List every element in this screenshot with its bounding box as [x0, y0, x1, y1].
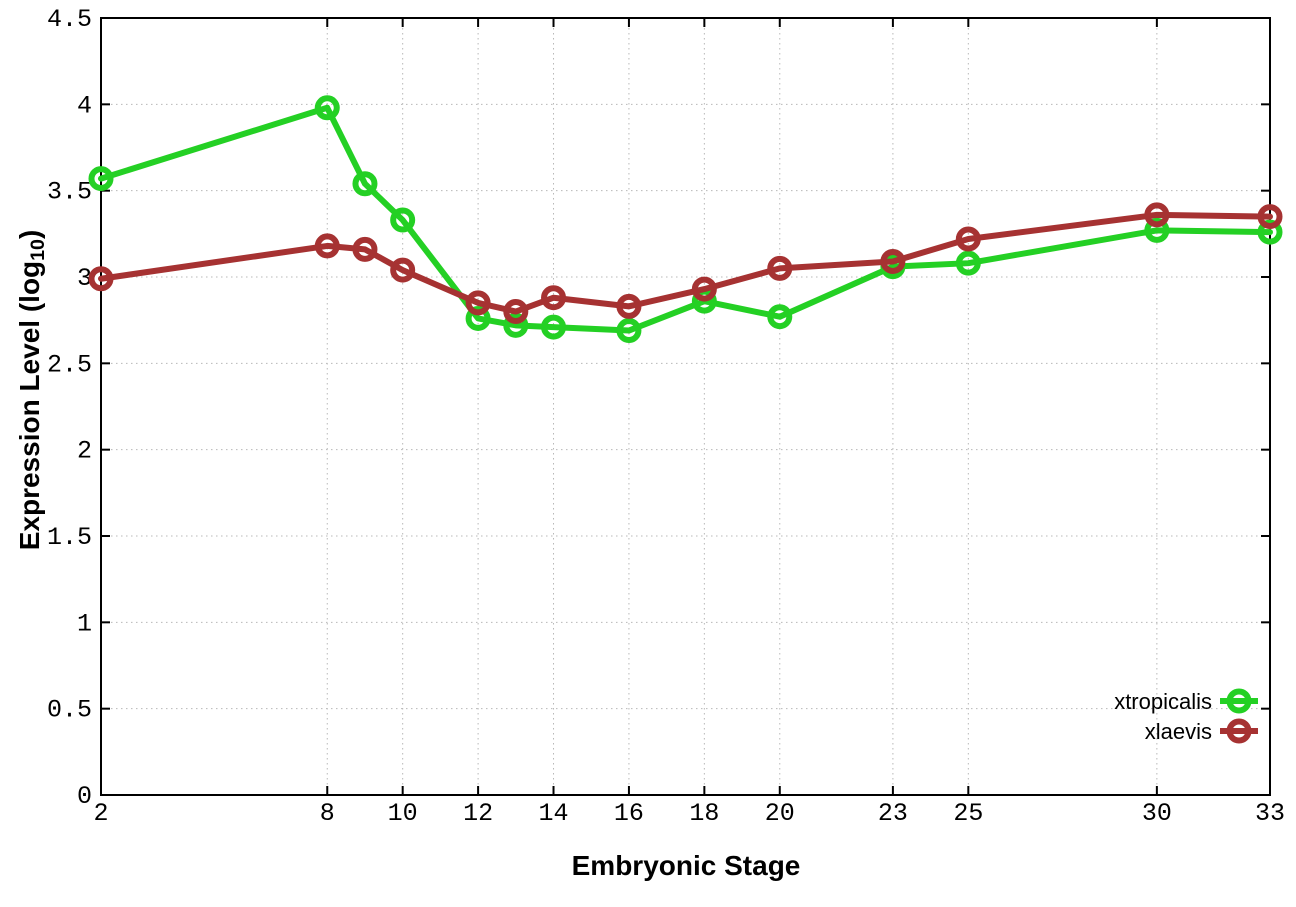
data-point-xlaevis [1144, 202, 1170, 228]
tick-marks [100, 17, 1271, 796]
plot-border [100, 17, 1271, 796]
data-point-xtropicalis [616, 318, 642, 344]
y-tick-label: 0.5 [47, 696, 92, 725]
y-tick-label: 2 [77, 437, 92, 466]
x-tick-label: 2 [93, 799, 108, 828]
data-point-xlaevis [390, 257, 416, 283]
y-tick-label: 3.5 [47, 178, 92, 207]
y-axis-title-text: Expression Level (log [14, 260, 45, 551]
data-point-xlaevis [880, 248, 906, 274]
x-tick-label: 23 [878, 799, 908, 828]
data-point-xlaevis [352, 236, 378, 262]
data-point-xtropicalis [390, 207, 416, 233]
data-point-xtropicalis [352, 171, 378, 197]
x-tick-label: 16 [614, 799, 644, 828]
legend-item-xtropicalis: xtropicalis [1114, 688, 1258, 714]
x-tick-label: 33 [1255, 799, 1285, 828]
data-point-xlaevis [616, 293, 642, 319]
data-point-xtropicalis [767, 304, 793, 330]
data-point-xlaevis [503, 299, 529, 325]
data-point-xtropicalis [955, 250, 981, 276]
y-tick-label: 4 [77, 91, 92, 120]
data-point-xtropicalis [88, 166, 114, 192]
data-point-xlaevis [88, 266, 114, 292]
data-point-xlaevis [314, 233, 340, 259]
legend-item-xlaevis: xlaevis [1145, 718, 1258, 744]
data-point-xtropicalis [1257, 219, 1283, 245]
x-tick-label: 18 [689, 799, 719, 828]
series-line-xlaevis [98, 211, 1273, 315]
data-point-xlaevis [767, 255, 793, 281]
data-point-xlaevis [1257, 204, 1283, 230]
x-tick-labels: 2 8 10 12 14 16 18 20 23 25 30 33 [93, 799, 1285, 828]
y-axis-title-close: ) [14, 229, 45, 240]
data-point-xtropicalis [541, 314, 567, 340]
data-point-xtropicalis [1144, 217, 1170, 243]
series-xlaevis [88, 202, 1283, 325]
x-tick-label: 20 [765, 799, 795, 828]
x-tick-label: 14 [539, 799, 569, 828]
legend-marker-sample [1226, 688, 1252, 714]
x-tick-label: 12 [463, 799, 493, 828]
x-tick-label: 10 [388, 799, 418, 828]
y-tick-label: 4.5 [47, 5, 92, 34]
y-tick-label: 1.5 [47, 523, 92, 552]
data-point-xlaevis [955, 226, 981, 252]
data-point-xtropicalis [314, 95, 340, 121]
gridlines [100, 17, 1271, 796]
data-point-xlaevis [465, 290, 491, 316]
x-axis-title: Embryonic Stage [571, 850, 801, 881]
legend-label-xtropicalis: xtropicalis [1114, 689, 1212, 714]
y-tick-label: 0 [77, 782, 92, 811]
data-point-xtropicalis [465, 305, 491, 331]
x-tick-label: 25 [953, 799, 983, 828]
y-axis-title: Expression Level (log10) [14, 229, 49, 551]
y-tick-label: 3 [77, 264, 92, 293]
y-tick-labels: 0 0.5 1 1.5 2 2.5 3 3.5 4 4.5 [47, 5, 92, 811]
y-tick-label: 2.5 [47, 350, 92, 379]
data-point-xlaevis [691, 276, 717, 302]
series-line-xtropicalis [98, 104, 1273, 334]
data-point-xtropicalis [503, 312, 529, 338]
y-axis-title-subscript: 10 [26, 239, 49, 261]
x-tick-label: 30 [1142, 799, 1172, 828]
x-tick-label: 8 [320, 799, 335, 828]
legend-marker-sample [1226, 718, 1252, 744]
legend-label-xlaevis: xlaevis [1145, 719, 1212, 744]
y-tick-label: 1 [77, 609, 92, 638]
legend: xtropicalis xlaevis [1114, 688, 1258, 744]
data-point-xlaevis [541, 285, 567, 311]
